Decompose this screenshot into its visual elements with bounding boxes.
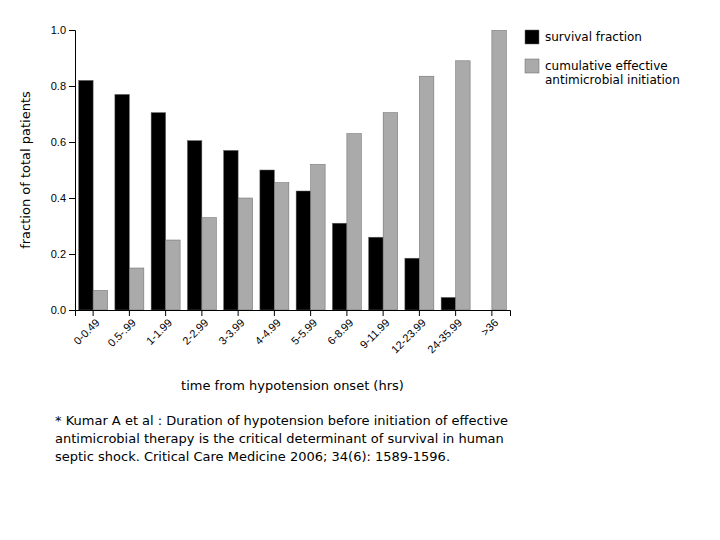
y-tick: 1.0	[51, 24, 75, 36]
tick-mark	[69, 86, 75, 87]
bar	[311, 164, 326, 310]
tick-mark	[274, 310, 275, 316]
bar	[187, 141, 202, 310]
annotation: antimicrobial therapy is the critical de…	[55, 431, 504, 446]
axis-line	[76, 311, 511, 317]
x-tick: >36	[479, 310, 501, 338]
bar	[477, 310, 492, 311]
tick-mark	[69, 198, 75, 199]
bar	[456, 61, 471, 310]
bar	[129, 268, 144, 310]
tick-label: 2-2.99	[180, 316, 211, 347]
tick-label: 0.0	[51, 304, 66, 316]
tick-mark	[69, 310, 75, 311]
axis-line	[69, 31, 76, 311]
tick-label: 9-11.99	[357, 316, 391, 350]
x-tick: 24-35.99	[425, 310, 464, 355]
x-tick: 4-4.99	[252, 310, 283, 347]
y-tick: 0.4	[51, 192, 75, 204]
tick-mark	[201, 310, 202, 316]
x-tick: 1-1.99	[144, 310, 175, 347]
tick-label: 0.6	[51, 136, 66, 148]
annotation: septic shock. Critical Care Medicine 200…	[55, 449, 450, 464]
y-axis-title: fraction of total patients	[18, 91, 33, 249]
tick-label: 0-0.49	[71, 316, 102, 347]
bar	[492, 30, 507, 310]
bar	[115, 94, 130, 310]
tick-mark	[69, 254, 75, 255]
tick-label: 5-5.99	[289, 316, 320, 347]
bar	[419, 76, 434, 310]
bar	[274, 183, 289, 310]
tick-mark	[383, 310, 384, 316]
tick-mark	[491, 310, 492, 316]
x-tick: 6-8.99	[325, 310, 356, 347]
tick-label: 0.8	[51, 80, 66, 92]
tick-mark	[455, 310, 456, 316]
x-tick: 0-0.49	[71, 310, 102, 347]
y-tick: 0.0	[51, 304, 75, 316]
bar	[347, 134, 362, 310]
tick-label: 0.5-.99	[105, 316, 138, 349]
annotation: * Kumar A et al : Duration of hypotensio…	[55, 413, 508, 428]
bar	[369, 237, 384, 310]
bar	[296, 191, 311, 310]
x-axis-title: time from hypotension onset (hrs)	[181, 378, 404, 393]
y-tick: 0.6	[51, 136, 75, 148]
bar	[405, 258, 420, 310]
tick-mark	[69, 142, 75, 143]
tick-label: 1-1.99	[144, 316, 175, 347]
x-tick: 9-11.99	[357, 310, 391, 351]
tick-label: 0.4	[51, 192, 66, 204]
x-tick: 5-5.99	[289, 310, 320, 347]
legend-swatch	[525, 59, 539, 73]
bar	[260, 170, 275, 310]
bar	[224, 150, 239, 310]
bars	[79, 30, 507, 310]
bar	[332, 223, 347, 310]
x-axis: 0-0.490.5-.991-1.992-2.993-3.994-4.995-5…	[71, 310, 510, 355]
bar	[79, 80, 94, 310]
bar	[166, 240, 181, 310]
x-tick: 0.5-.99	[105, 310, 138, 349]
tick-mark	[165, 310, 166, 316]
legend-label: survival fraction	[545, 30, 642, 44]
tick-label: 12-23.99	[389, 316, 428, 355]
tick-mark	[129, 310, 130, 316]
bar-series	[93, 30, 506, 310]
x-tick: 3-3.99	[216, 310, 247, 347]
x-tick: 2-2.99	[180, 310, 211, 347]
y-tick: 0.8	[51, 80, 75, 92]
tick-label: 4-4.99	[252, 316, 283, 347]
legend: survival fraction cumulative effectiveant…	[525, 30, 680, 87]
tick-mark	[419, 310, 420, 316]
tick-mark	[238, 310, 239, 316]
tick-label: 6-8.99	[325, 316, 356, 347]
legend-item: survival fraction	[525, 30, 642, 44]
tick-label: 0.2	[51, 248, 66, 260]
tick-mark	[69, 30, 75, 31]
y-tick: 0.2	[51, 248, 75, 260]
x-tick: 12-23.99	[389, 310, 428, 355]
tick-label: 3-3.99	[216, 316, 247, 347]
chart: 0.0 0.2 0.4 0.6 0.8 1.0 0-0.490.5-.991-1.992-2…	[0, 0, 720, 540]
tick-label: >36	[479, 316, 501, 338]
tick-mark	[346, 310, 347, 316]
bar-series	[79, 80, 456, 310]
legend-swatch	[525, 30, 539, 44]
legend-label: cumulative effectiveantimicrobial initia…	[545, 59, 680, 87]
legend-item: cumulative effectiveantimicrobial initia…	[525, 59, 680, 87]
tick-mark	[310, 310, 311, 316]
bar	[383, 113, 398, 310]
bar	[238, 198, 253, 310]
y-axis: 0.0 0.2 0.4 0.6 0.8 1.0	[51, 24, 76, 316]
tick-label: 1.0	[51, 24, 66, 36]
tick-mark	[93, 310, 94, 316]
bar	[441, 297, 456, 310]
bar	[202, 218, 217, 310]
plot-area: 0.0 0.2 0.4 0.6 0.8 1.0 0-0.490.5-.991-1.992-2…	[51, 24, 511, 355]
tick-label: 24-35.99	[425, 316, 464, 355]
bar	[151, 113, 166, 310]
bar	[93, 290, 108, 310]
